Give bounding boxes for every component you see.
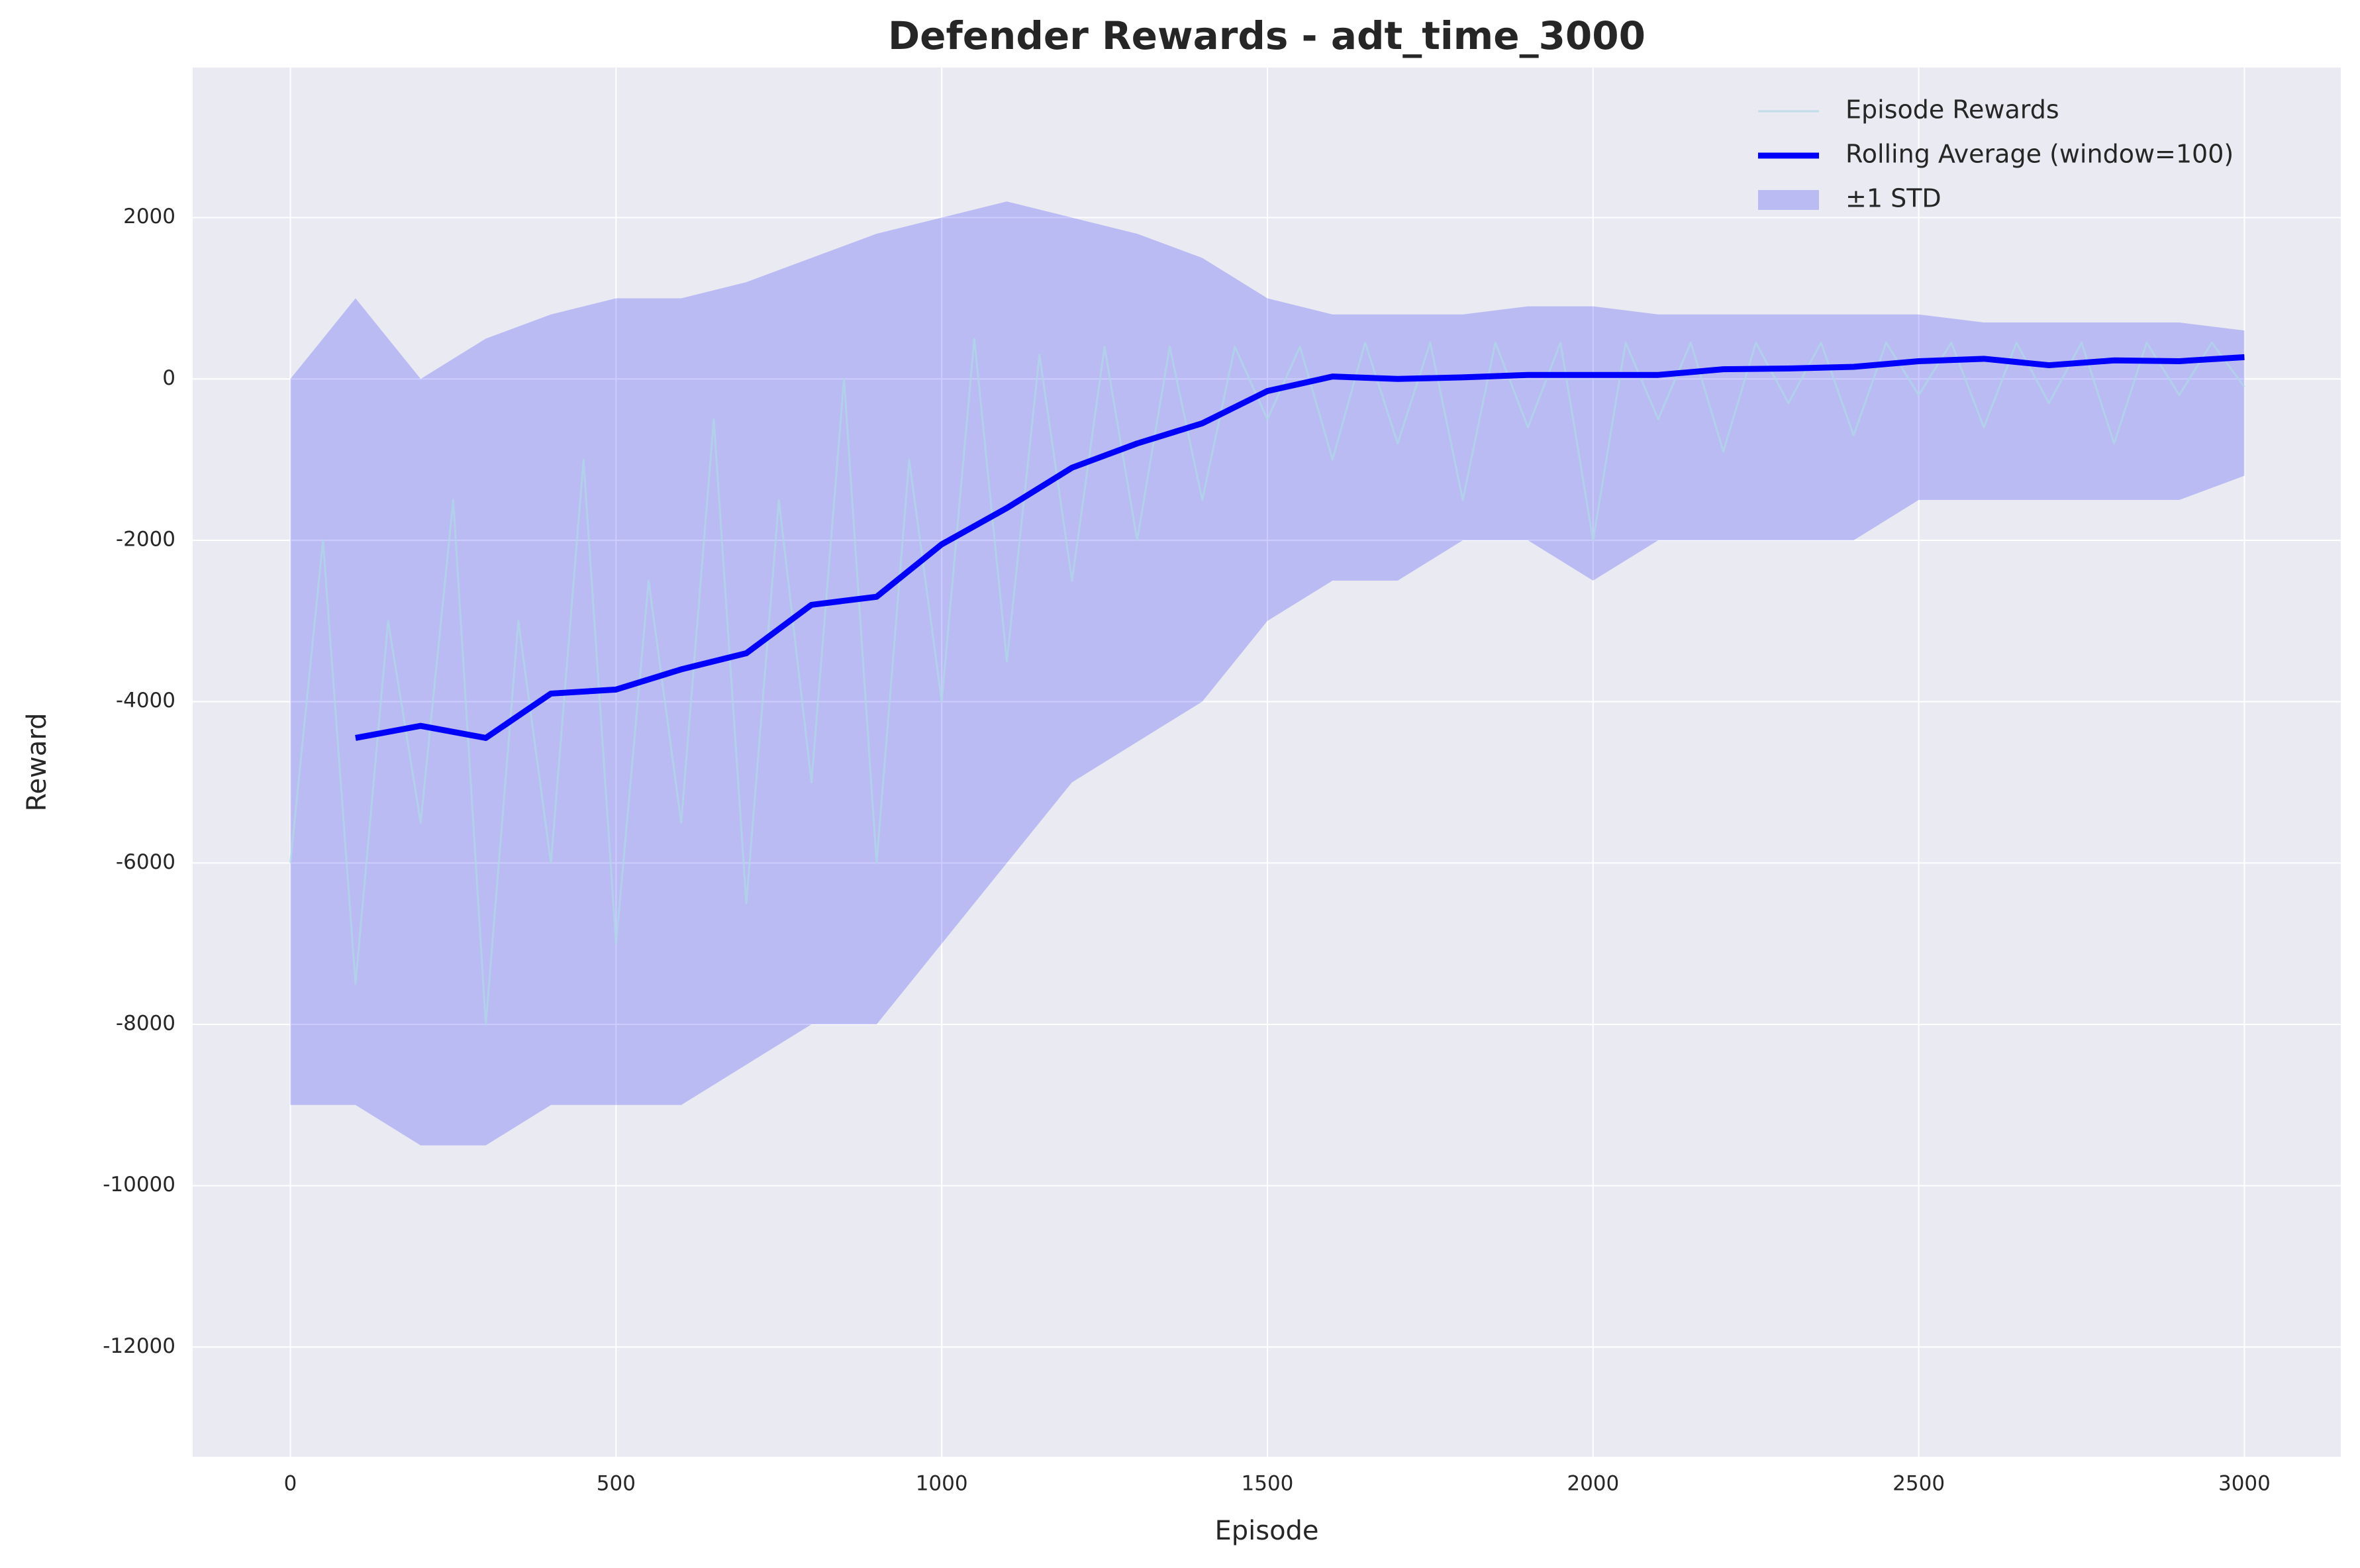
legend-label: Rolling Average (window=100) bbox=[1845, 140, 2234, 169]
y-tick-label: -4000 bbox=[116, 689, 175, 712]
x-tick-label: 0 bbox=[284, 1472, 297, 1496]
chart-title: Defender Rewards - adt_time_3000 bbox=[888, 13, 1646, 58]
y-tick-label: -8000 bbox=[116, 1011, 175, 1035]
y-tick-label: -2000 bbox=[116, 527, 175, 551]
legend-swatch bbox=[1758, 190, 1819, 210]
y-axis-label: Reward bbox=[22, 713, 52, 812]
series-line bbox=[355, 354, 2245, 741]
legend-label: ±1 STD bbox=[1845, 184, 1942, 213]
x-tick-label: 2500 bbox=[1893, 1472, 1945, 1496]
x-tick-label: 2000 bbox=[1567, 1472, 1619, 1496]
marks bbox=[289, 201, 2245, 1146]
y-tick-label: -12000 bbox=[103, 1334, 175, 1358]
grid: -12000 -10000 -8000 -6000 -4000 -2000 0 2000 0 50… bbox=[103, 68, 2341, 1496]
y-tick-label: 0 bbox=[162, 366, 175, 390]
y-tick-label: 2000 bbox=[123, 205, 175, 228]
x-axis-label: Episode bbox=[1214, 1516, 1318, 1546]
legend: Episode Rewards Rolling Average (window=1… bbox=[1758, 95, 2234, 213]
x-tick-label: 3000 bbox=[2218, 1472, 2271, 1496]
y-tick-label: -6000 bbox=[116, 850, 175, 874]
x-tick-label: 1000 bbox=[916, 1472, 968, 1496]
x-tick-label: 500 bbox=[597, 1472, 636, 1496]
std-band bbox=[290, 201, 2245, 1146]
legend-label: Episode Rewards bbox=[1845, 95, 2059, 124]
x-tick-label: 1500 bbox=[1242, 1472, 1294, 1496]
series-line bbox=[289, 337, 2245, 1026]
y-tick-label: -10000 bbox=[103, 1173, 175, 1197]
